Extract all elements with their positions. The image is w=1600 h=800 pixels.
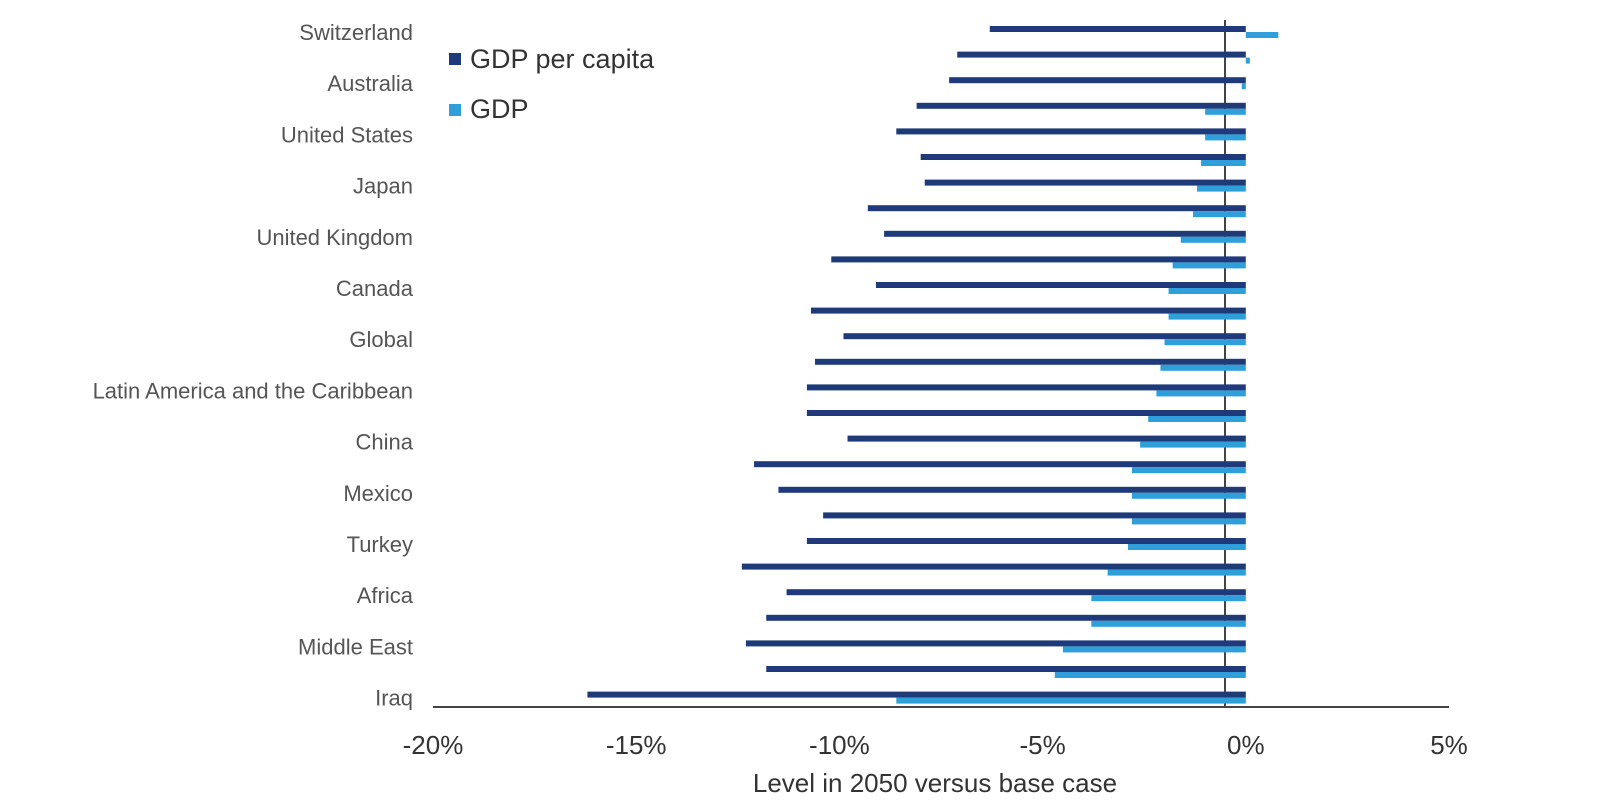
bars-layer: [587, 26, 1279, 704]
category-label: United States: [281, 122, 413, 147]
bar-gdp-14: [1156, 390, 1246, 397]
bar-gdp-per-capita-16: [847, 435, 1246, 442]
category-label: Turkey: [347, 532, 413, 557]
bar-gdp-per-capita-9: [831, 256, 1246, 263]
bar-gdp-17: [1132, 467, 1246, 474]
bar-gdp-per-capita-5: [920, 154, 1246, 160]
bar-gdp-11: [1168, 313, 1246, 320]
bar-gdp-21: [1107, 569, 1246, 576]
bar-gdp-per-capita-4: [896, 128, 1246, 135]
bar-gdp-25: [1054, 672, 1246, 678]
legend-label-gdp-per-capita: GDP per capita: [470, 44, 655, 74]
legend-label-gdp: GDP: [470, 94, 529, 124]
bar-gdp-per-capita-21: [741, 563, 1246, 570]
bar-gdp-23: [1091, 620, 1246, 627]
bar-gdp-per-capita-1: [957, 51, 1246, 58]
bar-gdp-13: [1160, 364, 1246, 371]
category-labels: Switzerland Australia United States Japan Un…: [93, 20, 414, 711]
bar-gdp-per-capita-26: [587, 691, 1246, 698]
bar-gdp-7: [1192, 211, 1246, 218]
x-tick-label: -10%: [809, 730, 870, 760]
bar-gdp-1: [1245, 57, 1250, 64]
bar-gdp-16: [1140, 441, 1246, 448]
category-label: Japan: [353, 174, 413, 199]
x-axis-title: Level in 2050 versus base case: [753, 768, 1117, 798]
x-tick-label: 0%: [1227, 730, 1265, 760]
bar-gdp-10: [1168, 288, 1246, 294]
category-label: Canada: [336, 276, 414, 301]
category-label: Mexico: [343, 481, 413, 506]
bar-gdp-per-capita-19: [823, 512, 1246, 519]
category-label: Switzerland: [299, 20, 413, 45]
bar-gdp-9: [1172, 262, 1246, 269]
x-tick-label: 5%: [1430, 730, 1468, 760]
legend-swatch-gdp: [449, 104, 461, 116]
bar-gdp-per-capita-23: [766, 614, 1246, 621]
bar-gdp-per-capita-25: [766, 666, 1246, 672]
category-label: Africa: [357, 583, 414, 608]
category-label: United Kingdom: [256, 225, 413, 250]
bar-gdp-per-capita-8: [884, 230, 1246, 237]
bar-gdp-per-capita-2: [949, 77, 1246, 84]
category-label: Global: [349, 327, 413, 352]
bar-gdp-4: [1205, 134, 1246, 141]
bar-gdp-per-capita-3: [916, 102, 1246, 109]
bar-gdp-22: [1091, 595, 1246, 602]
bar-gdp-2: [1241, 83, 1246, 90]
bar-gdp-12: [1164, 339, 1246, 346]
x-tick-label: -15%: [606, 730, 667, 760]
category-label: Iraq: [375, 686, 413, 711]
bar-gdp-per-capita-22: [786, 589, 1246, 596]
x-tick-label: -5%: [1019, 730, 1065, 760]
bar-gdp-per-capita-14: [806, 384, 1246, 391]
bar-gdp-per-capita-17: [754, 461, 1246, 468]
category-label: Middle East: [298, 634, 413, 659]
bar-gdp-15: [1148, 416, 1246, 422]
bar-gdp-26: [896, 697, 1246, 704]
bar-gdp-per-capita-13: [815, 358, 1246, 365]
bar-gdp-per-capita-6: [924, 179, 1246, 186]
bar-gdp-per-capita-18: [778, 486, 1246, 493]
category-label: China: [356, 430, 414, 455]
bar-gdp-per-capita-12: [843, 333, 1246, 340]
bar-gdp-8: [1180, 236, 1246, 243]
category-label: Australia: [327, 71, 413, 96]
bar-gdp-0: [1245, 32, 1279, 38]
bar-gdp-per-capita-20: [806, 538, 1246, 544]
bar-gdp-5: [1201, 160, 1246, 166]
bar-gdp-per-capita-15: [806, 410, 1246, 416]
category-label: Latin America and the Caribbean: [93, 378, 413, 403]
bar-gdp-per-capita-7: [867, 205, 1246, 212]
bar-gdp-per-capita-11: [810, 307, 1246, 314]
bar-gdp-per-capita-0: [989, 26, 1246, 32]
bar-gdp-24: [1062, 646, 1246, 653]
bar-gdp-per-capita-24: [745, 640, 1246, 647]
bar-gdp-18: [1132, 492, 1246, 499]
legend-swatch-gdp-per-capita: [449, 53, 461, 65]
x-tick-labels: -20% -15% -10% -5% 0% 5%: [403, 730, 1468, 760]
bar-gdp-per-capita-10: [875, 282, 1246, 288]
x-tick-label: -20%: [403, 730, 464, 760]
legend: GDP per capita GDP: [449, 44, 655, 124]
bar-gdp-19: [1132, 518, 1246, 525]
bar-gdp-6: [1197, 185, 1246, 192]
bar-gdp-3: [1205, 108, 1246, 115]
bar-gdp-20: [1127, 544, 1246, 550]
